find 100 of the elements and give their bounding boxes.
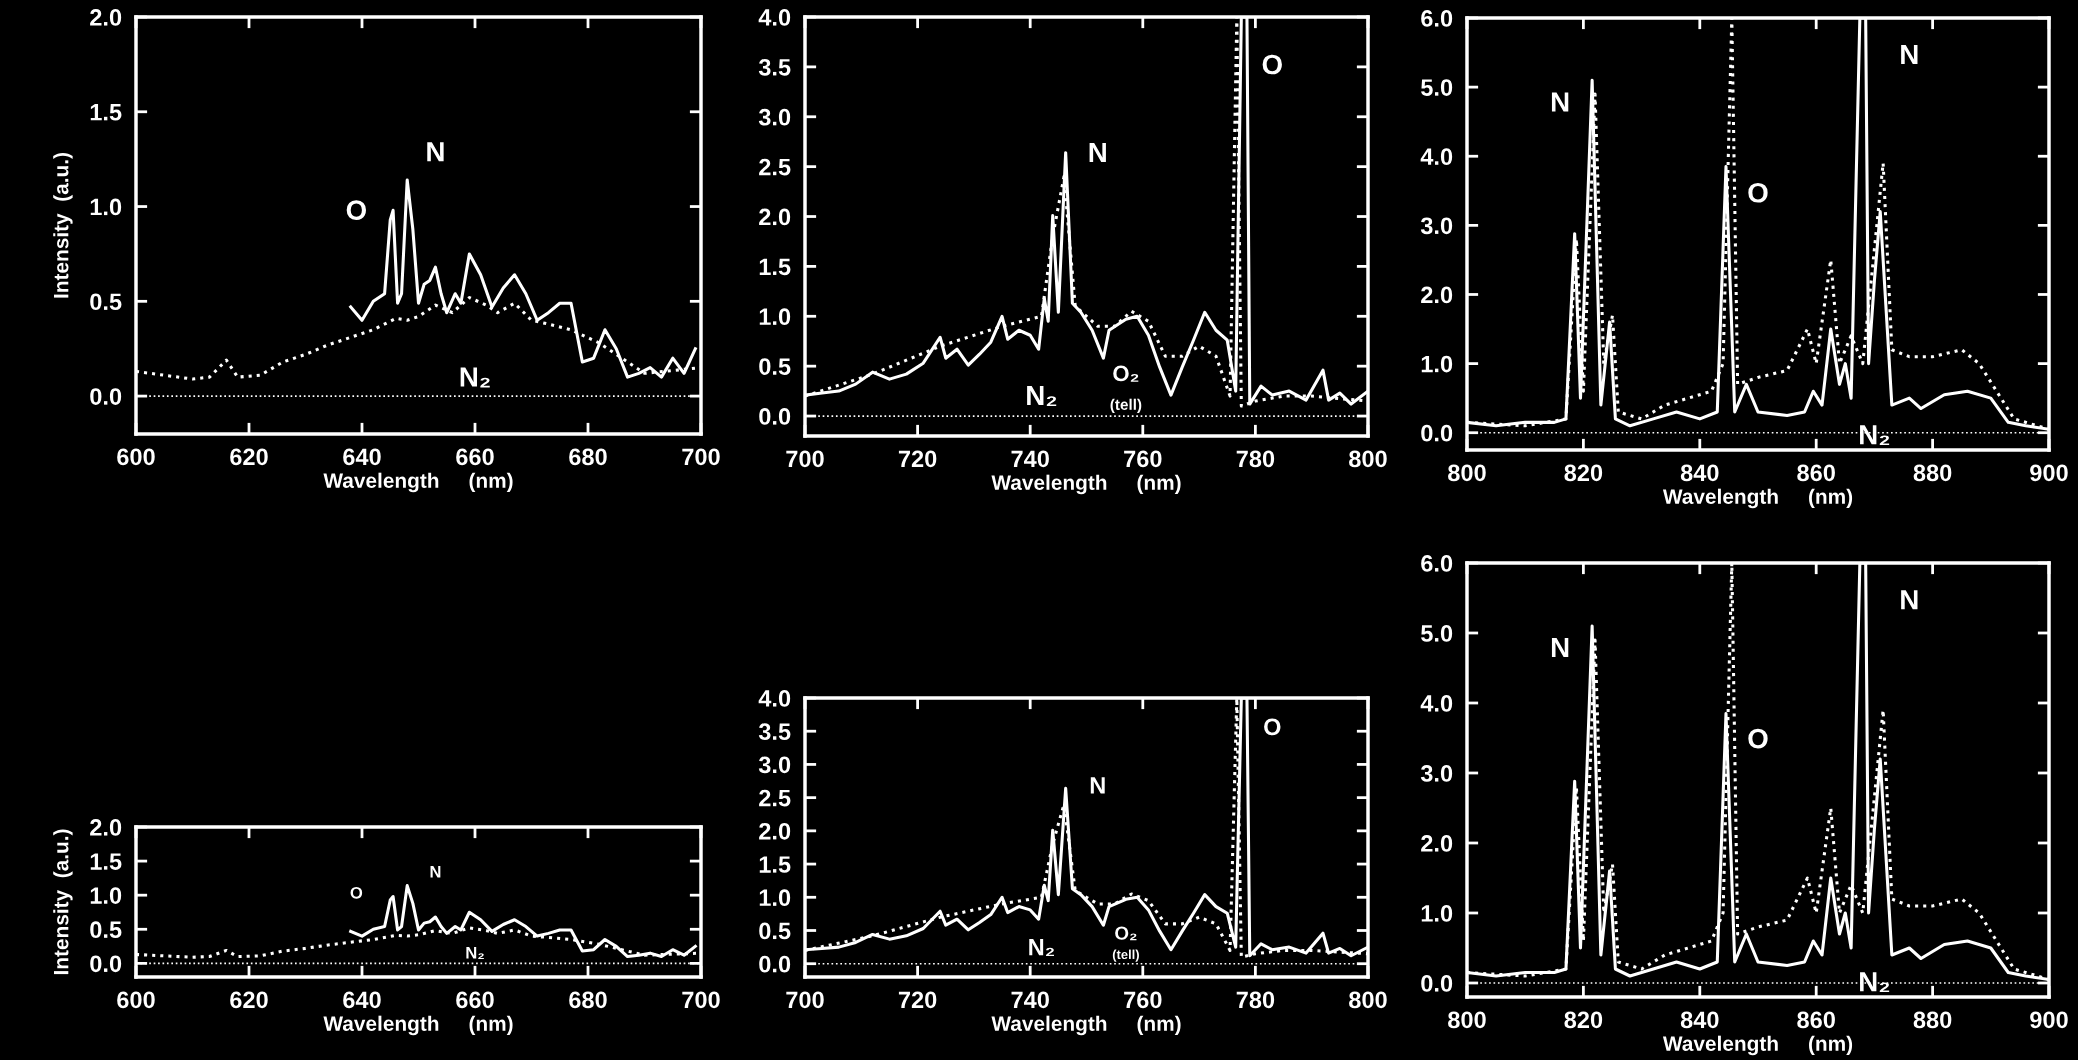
x-tick-label: 680 [569,991,607,1009]
y-tick-label: 1.5 [90,853,122,870]
y-tick-label: 1.5 [759,258,791,276]
x-axis-title: Wavelength (nm) [1662,488,1853,509]
annotation: N [427,142,444,162]
annotation: N [430,866,441,878]
annotation: O [1748,182,1768,203]
x-tick-label: 600 [117,448,155,466]
x-tick-label: 820 [1564,1011,1603,1029]
x-tick-label: 640 [343,448,381,466]
annotation: O [1262,54,1282,75]
x-tick-label: 800 [1448,464,1486,482]
x-tick-label: 640 [343,991,381,1009]
y-tick-label: 3.0 [1420,217,1453,235]
annotation: O [1264,718,1281,736]
annotation: O₂ [1115,926,1137,941]
x-tick-label: 880 [1913,464,1952,482]
annotation: (tell) [1110,398,1142,413]
x-tick-label: 900 [2030,464,2068,482]
x-tick-label: 780 [1236,450,1275,468]
y-tick-label: 2.0 [1421,286,1453,304]
annotation: N [1089,142,1106,163]
x-tick-label: 740 [1011,991,1049,1009]
annotation: O [346,200,366,221]
x-tick-label: 760 [1124,991,1162,1009]
x-axis-title: Wavelength (nm) [1662,1035,1853,1056]
annotation: N [1901,44,1918,65]
annotation: O₂ [1113,365,1139,382]
y-tick-label: 0.0 [759,408,791,425]
x-tick-label: 660 [456,991,494,1009]
x-tick-label: 800 [1448,1011,1486,1029]
y-tick-label: 0.5 [759,358,791,375]
x-tick-label: 860 [1797,1011,1835,1029]
y-tick-label: 2.5 [759,158,791,176]
annotation: N [1901,590,1918,610]
y-tick-label: 0.5 [759,922,791,940]
x-tick-label: 900 [2030,1011,2068,1029]
y-tick-label: 0.0 [1421,424,1453,442]
y-tick-label: 1.5 [759,856,791,873]
x-tick-label: 700 [682,448,720,466]
y-axis-title: Intensity (a.u.) [53,829,73,975]
x-tick-label: 800 [1349,450,1387,468]
y-tick-label: 3.5 [758,58,791,76]
x-axis-title: Wavelength (nm) [323,472,513,493]
x-tick-label: 720 [898,991,937,1009]
y-tick-label: 3.0 [758,108,791,126]
y-tick-label: 1.0 [759,308,791,326]
x-tick-label: 880 [1913,1011,1952,1029]
annotation: N [1090,777,1105,794]
x-tick-label: 600 [117,991,155,1009]
x-axis-title: Wavelength (nm) [323,1015,513,1036]
y-tick-label: 0.0 [759,955,791,973]
y-tick-label: 0.5 [90,293,122,311]
x-tick-label: 700 [786,450,824,468]
annotation: O [350,886,363,899]
y-tick-label: 6.0 [1421,555,1453,572]
annotation: N [1551,92,1569,112]
y-tick-label: 1.0 [90,198,122,216]
x-tick-label: 820 [1564,464,1603,482]
y-axis-title: Intensity (a.u.) [53,153,73,298]
y-tick-label: 0.0 [90,388,122,405]
y-tick-label: 4.0 [758,690,791,707]
y-tick-label: 3.0 [1420,765,1453,782]
x-tick-label: 620 [230,991,268,1009]
y-tick-label: 0.5 [90,921,122,939]
y-tick-label: 2.0 [90,819,122,836]
annotation: N₂ [1860,972,1890,993]
annotation: N₂ [1860,425,1890,446]
annotation: N₂ [1029,939,1054,957]
y-tick-label: 1.0 [759,889,791,907]
x-tick-label: 700 [682,991,720,1009]
x-tick-label: 780 [1236,991,1275,1009]
x-tick-label: 620 [230,448,268,466]
y-tick-label: 5.0 [1421,79,1453,96]
y-tick-label: 2.0 [1421,835,1453,852]
x-tick-label: 840 [1680,1011,1719,1029]
annotation: N₂ [466,947,484,960]
annotation: (tell) [1112,949,1139,962]
x-tick-label: 740 [1011,450,1049,468]
x-axis-title: Wavelength (nm) [991,1015,1181,1036]
y-tick-label: 2.0 [759,822,791,840]
y-tick-label: 4.0 [1420,695,1453,712]
y-tick-label: 1.0 [1421,355,1453,373]
y-tick-label: 2.0 [759,208,791,226]
x-tick-label: 720 [898,450,937,468]
annotation: N [1551,637,1569,658]
x-tick-label: 860 [1797,464,1835,482]
y-tick-label: 4.0 [1420,148,1453,166]
x-tick-label: 800 [1349,991,1387,1009]
y-tick-label: 1.5 [90,104,122,121]
y-tick-label: 4.0 [758,9,791,26]
y-tick-label: 1.0 [1421,905,1453,922]
annotation: N₂ [1027,385,1057,406]
y-tick-label: 5.0 [1421,625,1453,642]
y-tick-label: 2.0 [90,9,122,26]
y-tick-label: 0.0 [90,955,122,973]
x-tick-label: 660 [456,448,494,466]
y-tick-label: 2.5 [759,789,791,807]
x-tick-label: 680 [569,448,607,466]
x-tick-label: 840 [1680,464,1719,482]
